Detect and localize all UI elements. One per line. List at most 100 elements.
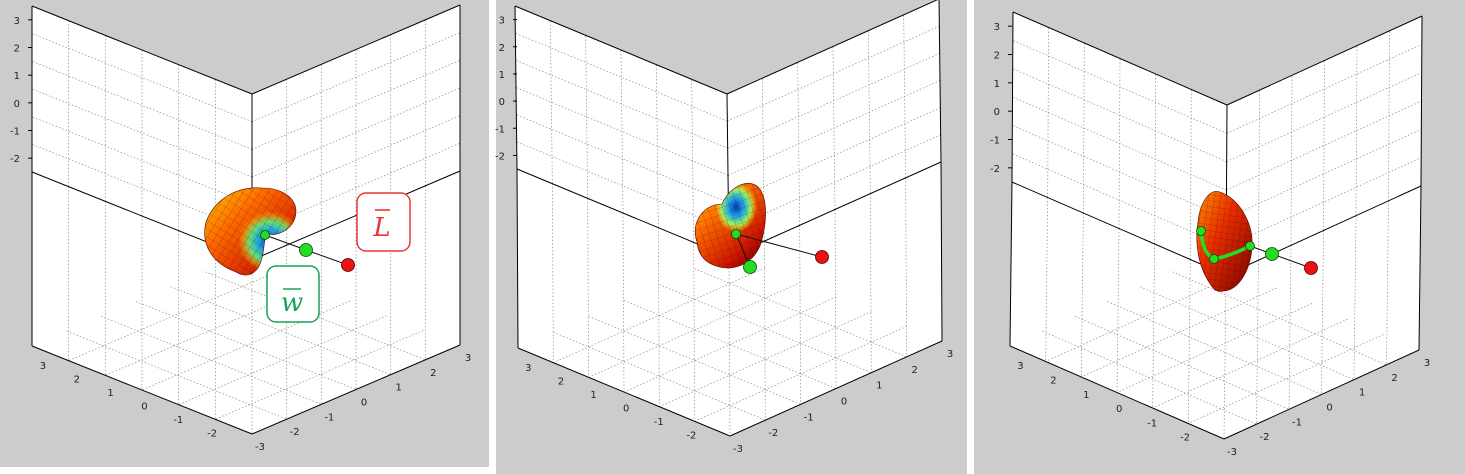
tick-label: 0 bbox=[1326, 403, 1332, 414]
tick-label: 2 bbox=[430, 368, 436, 379]
grid-line bbox=[867, 30, 871, 194]
grid-line bbox=[1152, 243, 1156, 409]
vector-line-1b bbox=[305, 249, 349, 266]
tick-label: -2 bbox=[990, 164, 1000, 175]
tick-label: 2 bbox=[1391, 373, 1397, 384]
tick-label: -3 bbox=[255, 442, 265, 453]
tick-label: 0 bbox=[141, 401, 147, 412]
tick-label: 2 bbox=[911, 365, 917, 376]
grid-line bbox=[553, 267, 766, 363]
grid-line bbox=[1188, 334, 1384, 424]
L-bar-label: L bbox=[356, 192, 411, 252]
tick-label: 2 bbox=[558, 376, 564, 387]
grid-line bbox=[1388, 30, 1390, 201]
grid-line bbox=[1012, 40, 1227, 134]
tick-label: 3 bbox=[40, 361, 46, 372]
tick-label: 3 bbox=[14, 16, 20, 27]
axis-line bbox=[516, 168, 730, 258]
grid-line bbox=[1386, 200, 1389, 365]
grid-line bbox=[170, 286, 391, 375]
tick-label: -2 bbox=[1180, 433, 1190, 444]
grid-line bbox=[620, 49, 624, 214]
grid-line bbox=[659, 311, 872, 407]
axis-line bbox=[251, 170, 461, 261]
vector-line-3 bbox=[1249, 245, 1312, 269]
grid-line bbox=[1321, 230, 1324, 395]
axis-line bbox=[1420, 15, 1423, 187]
grid-line bbox=[1355, 45, 1358, 216]
tick-label: -2 bbox=[10, 154, 20, 165]
L-marker bbox=[1304, 261, 1318, 275]
axis-line bbox=[517, 347, 731, 437]
tick-label: -1 bbox=[654, 417, 664, 428]
grid-line bbox=[694, 326, 907, 422]
path-marker bbox=[1245, 241, 1255, 251]
axis-line bbox=[514, 5, 518, 170]
tick-label: 1 bbox=[876, 381, 882, 392]
tick-label: -3 bbox=[1227, 447, 1237, 458]
tick-label: 0 bbox=[994, 107, 1000, 118]
tick-label: 2 bbox=[994, 51, 1000, 62]
grid-line bbox=[205, 271, 426, 361]
L-marker bbox=[815, 250, 829, 264]
grid-line bbox=[141, 300, 351, 391]
tick-label: -2 bbox=[1260, 432, 1270, 443]
tick-label: -1 bbox=[173, 415, 183, 426]
grid-line bbox=[1256, 260, 1259, 425]
tick-label: -1 bbox=[324, 412, 334, 423]
grid-line bbox=[31, 61, 253, 150]
tick-label: 1 bbox=[107, 388, 113, 399]
grid-line bbox=[68, 271, 277, 361]
tick-label: 3 bbox=[1017, 361, 1023, 372]
kidney-surface-2-mesh bbox=[695, 183, 766, 269]
axis-line bbox=[1011, 181, 1227, 276]
w-marker bbox=[1265, 247, 1279, 261]
axis-line bbox=[938, 0, 942, 163]
grid-line bbox=[588, 282, 801, 378]
tick-label: 2 bbox=[74, 374, 80, 385]
tick-label: 3 bbox=[525, 363, 531, 374]
w-marker bbox=[299, 243, 313, 257]
axis-line bbox=[1225, 185, 1422, 276]
grid-line bbox=[31, 33, 253, 122]
tick-label: 1 bbox=[395, 383, 401, 394]
grid-line bbox=[251, 115, 461, 205]
grid-line bbox=[623, 296, 837, 393]
w-symbol: w bbox=[281, 288, 303, 318]
grid-line bbox=[1045, 272, 1241, 362]
vector-line-1a bbox=[264, 234, 307, 251]
grid-line bbox=[105, 286, 314, 376]
path-marker bbox=[260, 230, 270, 240]
axis-line bbox=[1009, 345, 1225, 440]
tick-label: 2 bbox=[14, 44, 20, 55]
tick-label: 3 bbox=[947, 349, 953, 360]
axis-line bbox=[1012, 11, 1228, 106]
axis-line bbox=[1009, 181, 1013, 347]
grid-line bbox=[1012, 68, 1227, 162]
grid-line bbox=[1226, 44, 1422, 134]
tick-label: -1 bbox=[495, 124, 505, 135]
tick-label: 3 bbox=[465, 353, 471, 364]
tick-label: -2 bbox=[207, 428, 217, 439]
tick-label: 1 bbox=[499, 70, 505, 81]
grid-line bbox=[251, 143, 461, 233]
axis-line bbox=[1011, 11, 1014, 183]
axis-line bbox=[729, 340, 943, 437]
axis-line bbox=[31, 345, 253, 435]
grid-line bbox=[727, 25, 940, 122]
tick-label: 0 bbox=[623, 403, 629, 414]
tick-label: -2 bbox=[290, 427, 300, 438]
grid-line bbox=[1223, 274, 1227, 440]
vector-line-2a bbox=[735, 233, 823, 258]
tick-label: 3 bbox=[1424, 358, 1430, 369]
axis-line bbox=[726, 0, 938, 95]
grid-line bbox=[1152, 318, 1348, 409]
tick-label: 2 bbox=[1050, 375, 1056, 386]
grid-line bbox=[66, 330, 287, 420]
grid-line bbox=[1323, 60, 1325, 231]
grid-line bbox=[1107, 301, 1322, 395]
w-marker bbox=[743, 260, 757, 274]
grid-line bbox=[1353, 215, 1357, 380]
grid-line bbox=[691, 79, 695, 243]
